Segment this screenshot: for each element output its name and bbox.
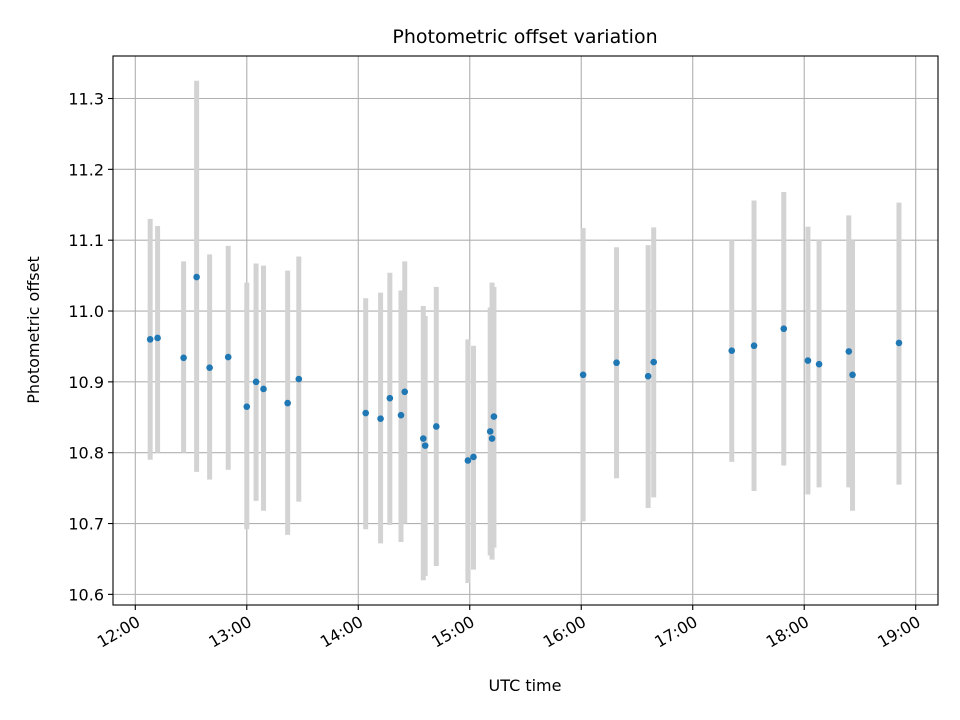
plot-frame <box>112 55 939 606</box>
data-point <box>470 453 477 461</box>
data-point <box>421 442 429 449</box>
data-point <box>243 403 251 410</box>
data-point <box>180 354 187 362</box>
y-axis-title: Photometric offset <box>24 256 43 404</box>
data-point <box>260 385 267 393</box>
y-tick-label: 10.6 <box>68 585 104 604</box>
y-tick-label: 10.9 <box>68 373 104 392</box>
data-point <box>401 388 409 396</box>
data-point <box>420 435 427 442</box>
data-point <box>252 378 260 386</box>
data-point <box>650 358 658 366</box>
data-point <box>845 348 853 355</box>
chart-title: Photometric offset variation <box>392 26 657 48</box>
data-point <box>154 334 161 342</box>
data-point <box>386 394 394 402</box>
data-point <box>224 353 232 361</box>
data-point <box>849 371 856 379</box>
data-point <box>464 457 472 464</box>
data-point <box>206 364 213 371</box>
y-tick-label: 11.1 <box>68 231 104 250</box>
data-point <box>193 273 200 281</box>
x-axis-title: UTC time <box>489 676 562 695</box>
data-point <box>295 375 303 383</box>
y-tick-label: 10.8 <box>68 444 104 463</box>
y-tick-label: 11.2 <box>68 160 104 179</box>
data-point <box>579 371 587 379</box>
data-point <box>780 325 788 333</box>
data-point <box>490 413 498 420</box>
data-point <box>644 372 652 380</box>
data-points <box>146 273 903 464</box>
y-tick-label: 11.0 <box>68 302 104 321</box>
data-point <box>804 357 812 364</box>
data-point <box>486 428 494 435</box>
data-point <box>895 339 903 347</box>
data-point <box>613 359 620 367</box>
data-point <box>377 415 384 422</box>
y-tick-label: 11.3 <box>68 90 104 109</box>
data-point <box>815 360 823 368</box>
y-tick-label: 10.7 <box>68 515 104 534</box>
data-point <box>488 435 496 442</box>
data-point <box>146 336 154 343</box>
data-point <box>397 411 405 419</box>
data-point <box>284 399 291 407</box>
data-point <box>433 423 440 430</box>
data-point <box>728 347 736 354</box>
data-point <box>362 409 370 417</box>
data-point <box>750 342 758 350</box>
